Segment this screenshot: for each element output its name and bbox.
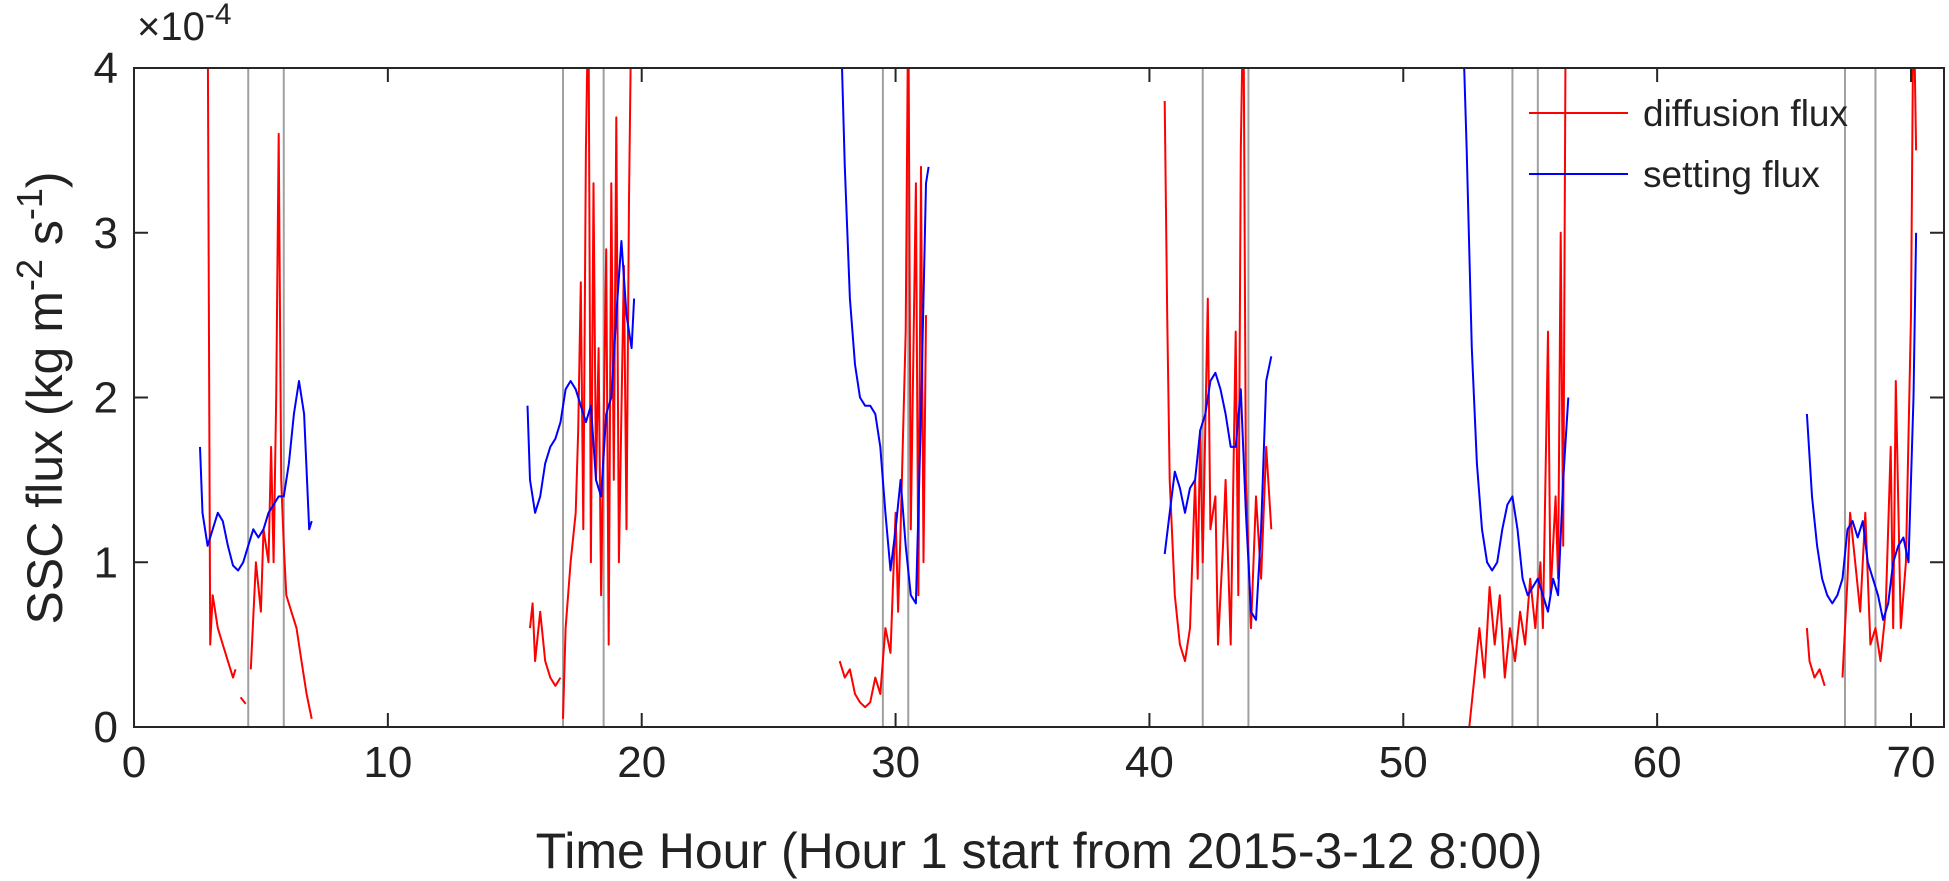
data-line <box>199 68 1918 621</box>
x-tick-label: 20 <box>617 738 666 787</box>
y-label-part: s <box>17 220 73 259</box>
x-axis-label: Time Hour (Hour 1 start from 2015-3-12 8… <box>536 823 1543 879</box>
data-line <box>206 68 1918 727</box>
y-label-part: SSC flux (kg m <box>17 291 73 624</box>
y-tick-label: 0 <box>94 703 118 752</box>
y-tick-label: 2 <box>94 374 118 423</box>
y-label-sup: -1 <box>9 188 50 220</box>
x-tick-label: 70 <box>1887 738 1936 787</box>
y-tick-label: 1 <box>94 538 118 587</box>
y-tick-label: 4 <box>94 44 118 93</box>
x-tick-label: 50 <box>1379 738 1428 787</box>
legend-label: diffusion flux <box>1643 93 1848 134</box>
y-tick-label: 3 <box>94 209 118 258</box>
plot-area <box>199 68 1918 727</box>
y-label-sup: -2 <box>9 259 50 291</box>
x-tick-label: 60 <box>1633 738 1682 787</box>
legend-label: setting flux <box>1643 154 1820 195</box>
y-axis-label: SSC flux (kg m-2 s-1) <box>9 172 73 625</box>
y-label-part: ) <box>17 172 73 189</box>
x-tick-label: 10 <box>363 738 412 787</box>
y-multiplier-base: ×10 <box>137 5 205 49</box>
x-tick-label: 30 <box>871 738 920 787</box>
legend: diffusion flux setting flux <box>1529 93 1848 195</box>
y-multiplier: ×10-4 <box>137 0 232 49</box>
x-tick-label: 40 <box>1125 738 1174 787</box>
y-multiplier-exponent: -4 <box>205 0 232 31</box>
x-tick-label: 0 <box>122 738 146 787</box>
